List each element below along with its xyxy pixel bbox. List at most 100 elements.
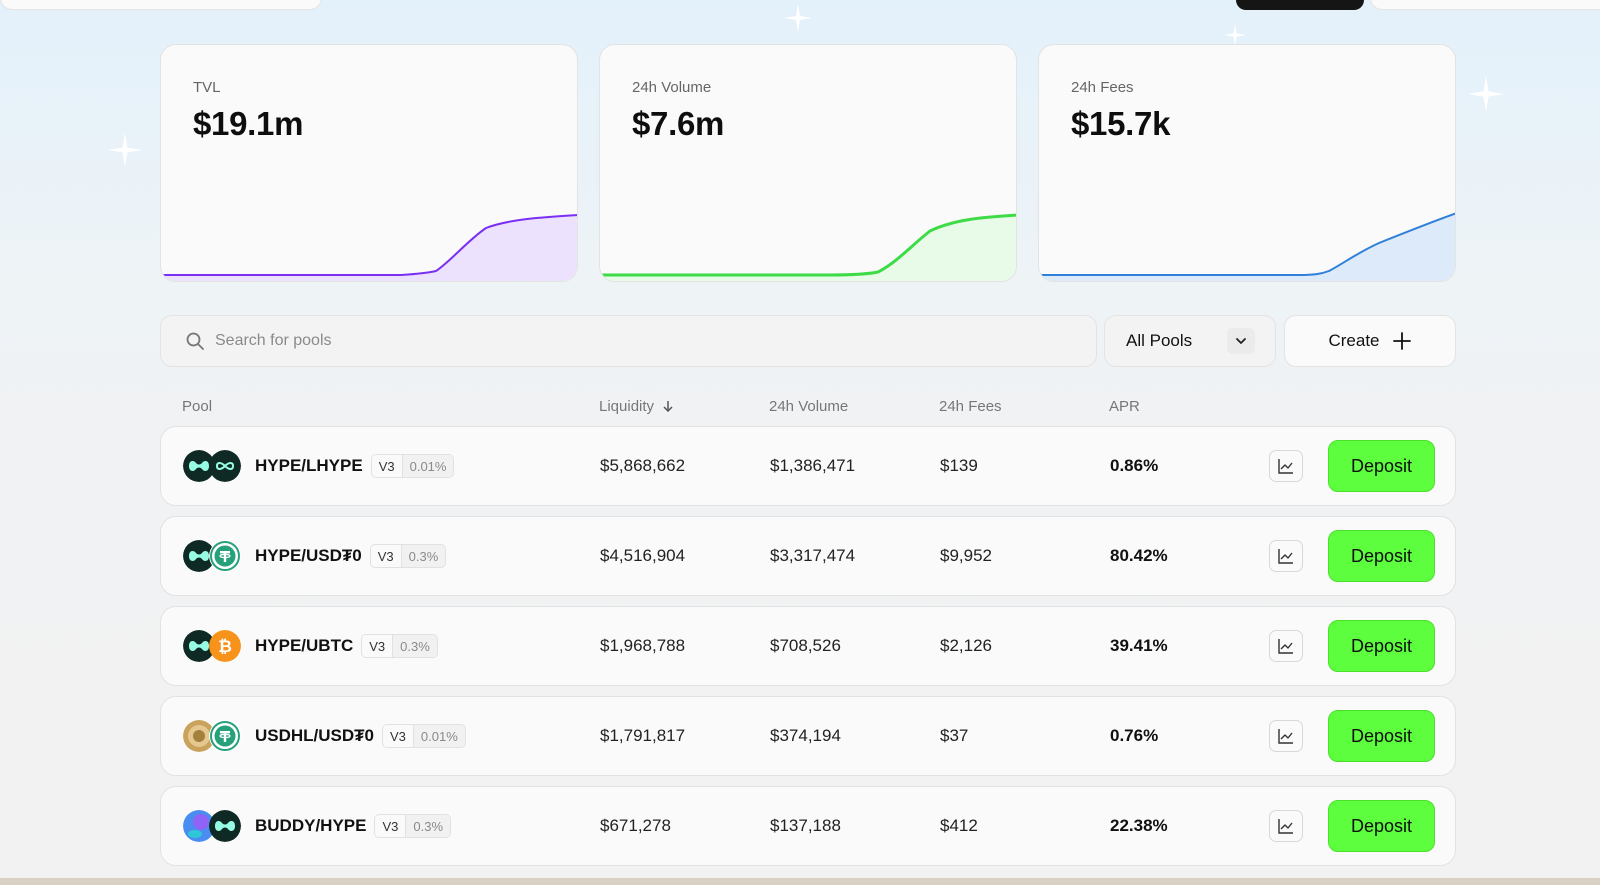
line-chart-icon [1278,639,1293,654]
lhype-token-icon [209,450,241,482]
pool-chart-button[interactable] [1269,630,1303,662]
table-row: HYPE/USD₮0 V3 0.3% $4,516,904 $3,317,474… [160,516,1456,596]
deposit-button[interactable]: Deposit [1328,800,1435,852]
token-pair-icons [183,720,243,752]
pool-pair-name[interactable]: USDHL/USD₮0 [255,726,375,745]
stat-label: 24h Volume [632,79,712,96]
pool-version-badge: V3 [371,455,403,477]
pool-fees-24h: $37 [940,726,969,745]
column-header-pool: Pool [182,398,213,415]
pool-tags: V3 0.3% [374,814,452,838]
create-pool-button[interactable]: Create [1284,315,1456,367]
sparkle-icon [784,4,812,32]
line-chart-icon [1278,729,1293,744]
tvl-sparkline-line [161,214,577,276]
pool-pair-name[interactable]: HYPE/UBTC [255,636,354,655]
pool-fees-24h: $139 [940,456,978,475]
sparkle-icon [1468,76,1504,112]
search-icon [186,332,204,350]
arrow-down-icon [663,401,673,412]
pool-fee-tier-badge: 0.3% [406,815,451,837]
table-row: HYPE/LHYPE V3 0.01% $5,868,662 $1,386,47… [160,426,1456,506]
pool-apr: 0.86% [1110,456,1159,475]
token-pair-icons: ₿ [183,630,243,662]
pool-apr: 80.42% [1110,546,1168,565]
table-row: USDHL/USD₮0 V3 0.01% $1,791,817 $374,194… [160,696,1456,776]
top-nav-fragment-right[interactable] [1370,0,1600,10]
pool-filter-selected: All Pools [1126,331,1193,350]
fees-sparkline-fill [1039,213,1455,281]
column-header-apr: APR [1109,398,1140,415]
hype-token-icon [183,450,215,482]
search-input[interactable] [215,332,1035,350]
stats-row: TVL $19.1m 24h Volume $7.6m 24h Fees $15… [160,44,1456,282]
pool-tags: V3 0.01% [370,454,455,478]
column-header-fees: 24h Fees [939,398,1002,415]
pool-volume-24h: $374,194 [770,726,841,745]
column-header-liquidity-sort[interactable]: Liquidity [599,398,674,415]
pool-chart-button[interactable] [1269,720,1303,752]
deposit-button[interactable]: Deposit [1328,710,1435,762]
stat-card-tvl: TVL $19.1m [160,44,578,282]
pool-liquidity: $671,278 [600,816,671,835]
stat-value: $15.7k [1071,105,1171,142]
pool-version-badge: V3 [370,545,402,567]
hype-token-icon [183,630,215,662]
plus-icon [1392,332,1411,350]
pools-table-header: Pool Liquidity 24h Volume 24h Fees APR [160,396,1456,418]
pool-version-badge: V3 [383,725,414,747]
pool-filter-select[interactable]: All Pools [1104,315,1276,367]
column-header-liquidity: Liquidity [599,398,655,415]
stat-label: TVL [193,79,221,96]
pool-volume-24h: $137,188 [770,816,841,835]
search-box[interactable] [160,315,1097,367]
pool-fees-24h: $412 [940,816,978,835]
stat-card-volume: 24h Volume $7.6m [599,44,1017,282]
pool-apr: 0.76% [1110,726,1159,745]
pool-tags: V3 0.3% [369,544,447,568]
deposit-button[interactable]: Deposit [1328,440,1435,492]
deposit-button[interactable]: Deposit [1328,530,1435,582]
stat-label: 24h Fees [1071,79,1134,96]
hype-token-icon [209,810,241,842]
pool-pair-name[interactable]: HYPE/LHYPE [255,456,363,475]
pool-liquidity: $4,516,904 [600,546,686,565]
token-pair-icons [183,540,243,572]
bottom-window-strip [0,878,1600,885]
line-chart-icon [1278,819,1293,834]
chevron-down-icon [1227,328,1255,354]
pool-pair-name[interactable]: BUDDY/HYPE [255,816,367,835]
stat-value: $7.6m [632,105,725,142]
pool-pair-name[interactable]: HYPE/USD₮0 [255,546,362,565]
stat-card-fees: 24h Fees $15.7k [1038,44,1456,282]
stat-value: $19.1m [193,105,304,142]
pool-chart-button[interactable] [1269,810,1303,842]
sparkle-icon [1224,24,1246,46]
pool-chart-button[interactable] [1269,450,1303,482]
pool-fee-tier-badge: 0.3% [393,635,437,657]
token-pair-icons [183,450,243,482]
volume-sparkline [600,213,1016,281]
volume-sparkline-fill [600,215,1016,281]
top-nav-dark-button[interactable] [1236,0,1364,10]
pool-version-badge: V3 [375,815,407,837]
fees-sparkline [1039,212,1455,281]
line-chart-icon [1278,549,1293,564]
pool-version-badge: V3 [362,635,394,657]
pool-liquidity: $1,791,817 [600,726,686,745]
pool-volume-24h: $708,526 [770,636,841,655]
pool-liquidity: $5,868,662 [600,456,686,475]
pool-fee-tier-badge: 0.01% [413,725,465,747]
svg-text:₿: ₿ [218,637,232,657]
pool-fee-tier-badge: 0.3% [401,545,446,567]
usdhl-token-icon [183,720,215,752]
line-chart-icon [1278,459,1293,474]
ubtc-token-icon: ₿ [209,630,241,662]
usdt0-token-icon [209,540,241,572]
pool-fees-24h: $2,126 [940,636,992,655]
deposit-button[interactable]: Deposit [1328,620,1435,672]
pool-fee-tier-badge: 0.01% [402,455,454,477]
fees-sparkline-line [1039,212,1455,276]
pool-chart-button[interactable] [1269,540,1303,572]
tvl-sparkline-fill [161,215,577,281]
